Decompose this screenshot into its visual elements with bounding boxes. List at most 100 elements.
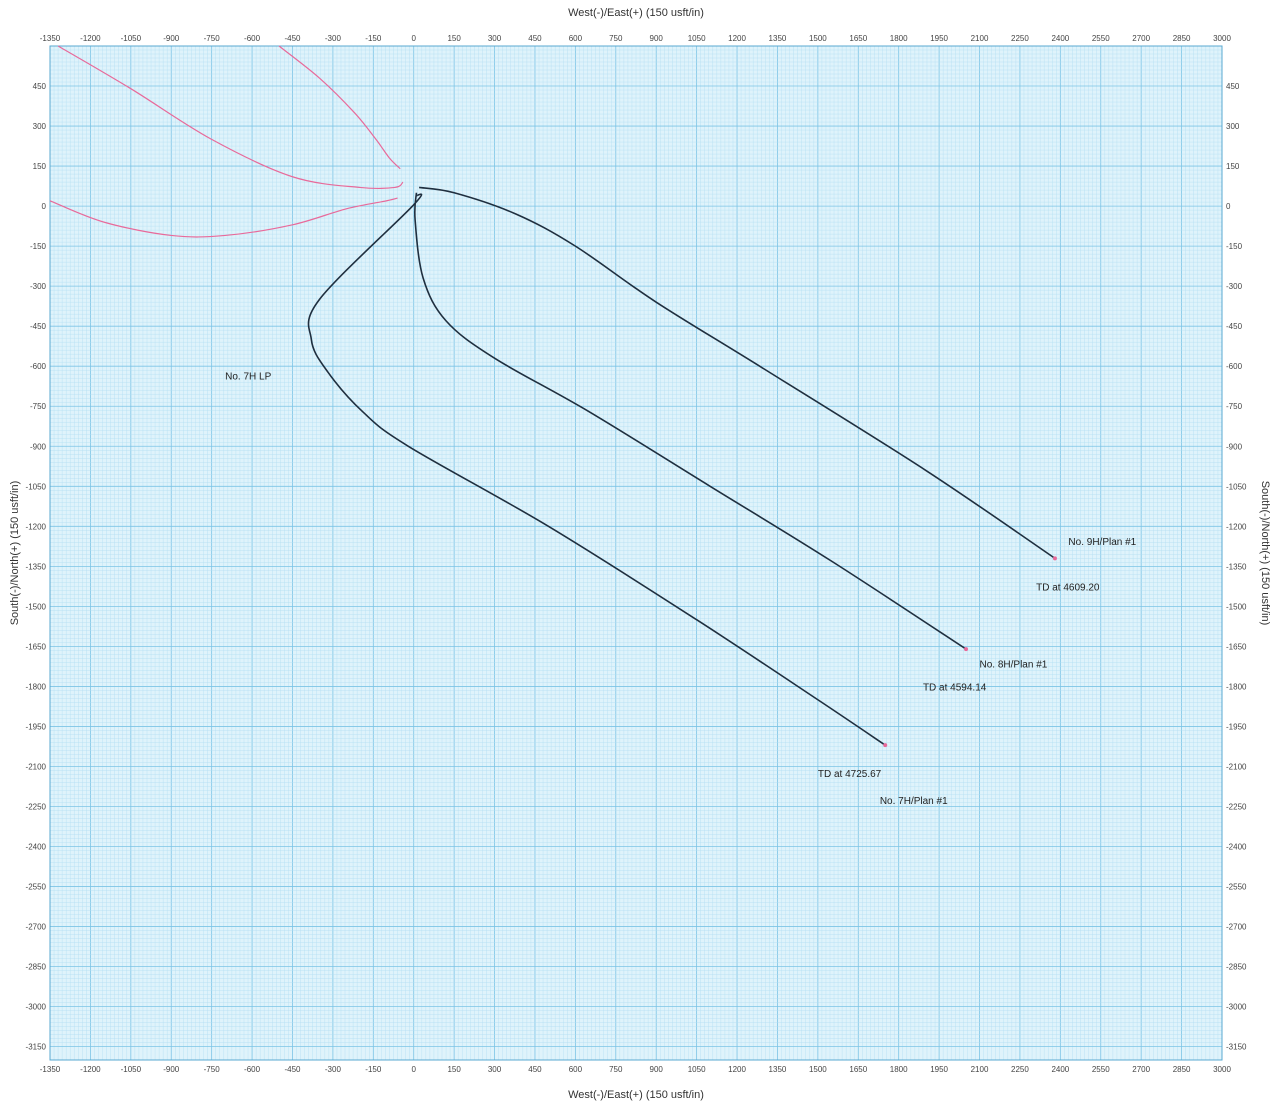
x-tick-label-top: 3000: [1213, 34, 1231, 43]
y-tick-label-right: -2700: [1226, 923, 1247, 932]
y-tick-label-left: -1500: [26, 602, 47, 611]
x-tick-label-bottom: 450: [528, 1065, 542, 1074]
offset-well-line-3: [57, 45, 404, 190]
x-tick-label-bottom: 1350: [769, 1065, 787, 1074]
x-axis-title-top: West(-)/East(+) (150 usft/in): [568, 7, 704, 19]
y-tick-label-left: 450: [33, 82, 47, 91]
y-tick-label-right: -750: [1226, 402, 1243, 411]
td-marker: [1052, 556, 1057, 561]
x-tick-label-top: 450: [528, 34, 542, 43]
x-tick-label-top: 1950: [930, 34, 948, 43]
y-tick-label-left: 150: [33, 162, 47, 171]
annotations: No. 9H/Plan #1 TD at 4609.20 No. 8H/Plan #…: [225, 372, 1137, 807]
x-tick-label-bottom: 1500: [809, 1065, 827, 1074]
annotation-label: No. 7H/Plan #1: [880, 796, 948, 807]
y-axis-title-right: South(-)/North(+) (150 usft/in): [1259, 481, 1271, 626]
y-tick-label-right: -600: [1226, 362, 1243, 371]
x-tick-label-top: 1350: [769, 34, 787, 43]
y-tick-label-left: -2850: [26, 963, 47, 972]
y-tick-label-left: -1350: [26, 562, 47, 571]
y-tick-label-right: -2100: [1226, 762, 1247, 771]
x-tick-label-bottom: -1200: [80, 1065, 101, 1074]
y-tick-label-right: -3000: [1226, 1003, 1247, 1012]
y-tick-label-right: -300: [1226, 282, 1243, 291]
x-tick-label-bottom: -1050: [121, 1065, 142, 1074]
x-tick-label-top: 2550: [1092, 34, 1110, 43]
x-tick-label-top: 1200: [728, 34, 746, 43]
series-line-no-9h-plan-1: [418, 186, 1056, 559]
y-tick-label-right: -1950: [1226, 722, 1247, 731]
x-tick-label-top: -600: [244, 34, 261, 43]
x-tick-label-top: 1500: [809, 34, 827, 43]
x-tick-label-bottom: 750: [609, 1065, 623, 1074]
x-tick-label-bottom: -750: [204, 1065, 221, 1074]
y-tick-label-left: -3000: [26, 1003, 47, 1012]
x-tick-label-bottom: -900: [163, 1065, 180, 1074]
y-tick-label-right: -2850: [1226, 963, 1247, 972]
x-tick-label-bottom: 150: [447, 1065, 461, 1074]
x-tick-label-top: 2400: [1051, 34, 1069, 43]
y-tick-label-left: -450: [30, 322, 47, 331]
x-tick-label-bottom: 900: [650, 1065, 664, 1074]
annotation-label: TD at 4609.20: [1036, 582, 1100, 593]
y-tick-label-right: 300: [1226, 122, 1240, 131]
annotation-label: No. 7H LP: [225, 372, 271, 383]
annotation-label: No. 8H/Plan #1: [980, 660, 1048, 671]
y-tick-label-right: -2400: [1226, 843, 1247, 852]
x-tick-label-top: -300: [325, 34, 342, 43]
y-tick-label-right: -2550: [1226, 883, 1247, 892]
y-tick-label-right: -1650: [1226, 642, 1247, 651]
x-tick-label-bottom: -450: [284, 1065, 301, 1074]
x-tick-label-top: -1350: [40, 34, 61, 43]
td-marker: [964, 647, 969, 652]
x-tick-label-top: 300: [488, 34, 502, 43]
x-tick-label-top: -450: [284, 34, 301, 43]
x-tick-label-bottom: -300: [325, 1065, 342, 1074]
plot-frame: [49, 45, 1223, 1061]
x-tick-label-bottom: 2700: [1132, 1065, 1150, 1074]
td-marker: [883, 743, 888, 748]
x-tick-label-bottom: 600: [569, 1065, 583, 1074]
x-tick-label-bottom: -600: [244, 1065, 261, 1074]
x-tick-label-top: 1800: [890, 34, 908, 43]
y-tick-label-right: -2250: [1226, 803, 1247, 812]
x-tick-label-top: -750: [204, 34, 221, 43]
y-tick-label-left: 300: [33, 122, 47, 131]
x-tick-label-bottom: 2400: [1051, 1065, 1069, 1074]
y-tick-label-left: -300: [30, 282, 47, 291]
x-tick-label-bottom: 2100: [971, 1065, 989, 1074]
y-tick-label-right: -1350: [1226, 562, 1247, 571]
y-tick-label-left: -2550: [26, 883, 47, 892]
y-tick-label-left: -900: [30, 442, 47, 451]
x-tick-label-bottom: 3000: [1213, 1065, 1231, 1074]
x-tick-label-top: 1050: [688, 34, 706, 43]
x-tick-label-top: 0: [411, 34, 416, 43]
y-tick-label-left: -1800: [26, 682, 47, 691]
x-tick-label-top: 1650: [849, 34, 867, 43]
x-tick-label-bottom: 1800: [890, 1065, 908, 1074]
series-line-no-8h-plan-1: [413, 192, 967, 650]
y-tick-label-left: 0: [42, 202, 47, 211]
x-tick-label-top: 900: [650, 34, 664, 43]
annotation-label: TD at 4594.14: [923, 682, 987, 693]
y-tick-label-right: 0: [1226, 202, 1231, 211]
x-tick-label-bottom: 2850: [1173, 1065, 1191, 1074]
y-tick-label-left: -750: [30, 402, 47, 411]
y-axis-title-left: South(-)/North(+) (150 usft/in): [9, 481, 21, 626]
y-tick-label-left: -1950: [26, 722, 47, 731]
y-tick-label-right: -900: [1226, 442, 1243, 451]
x-tick-label-bottom: 1950: [930, 1065, 948, 1074]
y-tick-label-left: -150: [30, 242, 47, 251]
y-tick-label-left: -2700: [26, 923, 47, 932]
y-tick-label-right: 450: [1226, 82, 1240, 91]
x-tick-label-top: 2850: [1173, 34, 1191, 43]
y-tick-label-left: -3150: [26, 1043, 47, 1052]
offset-well-line-4: [278, 45, 401, 170]
x-tick-label-top: -1050: [121, 34, 142, 43]
x-tick-label-top: 2250: [1011, 34, 1029, 43]
annotation-label: TD at 4725.67: [818, 769, 882, 780]
y-tick-label-left: -2100: [26, 762, 47, 771]
x-tick-label-bottom: 0: [411, 1065, 416, 1074]
x-tick-label-bottom: 1050: [688, 1065, 706, 1074]
